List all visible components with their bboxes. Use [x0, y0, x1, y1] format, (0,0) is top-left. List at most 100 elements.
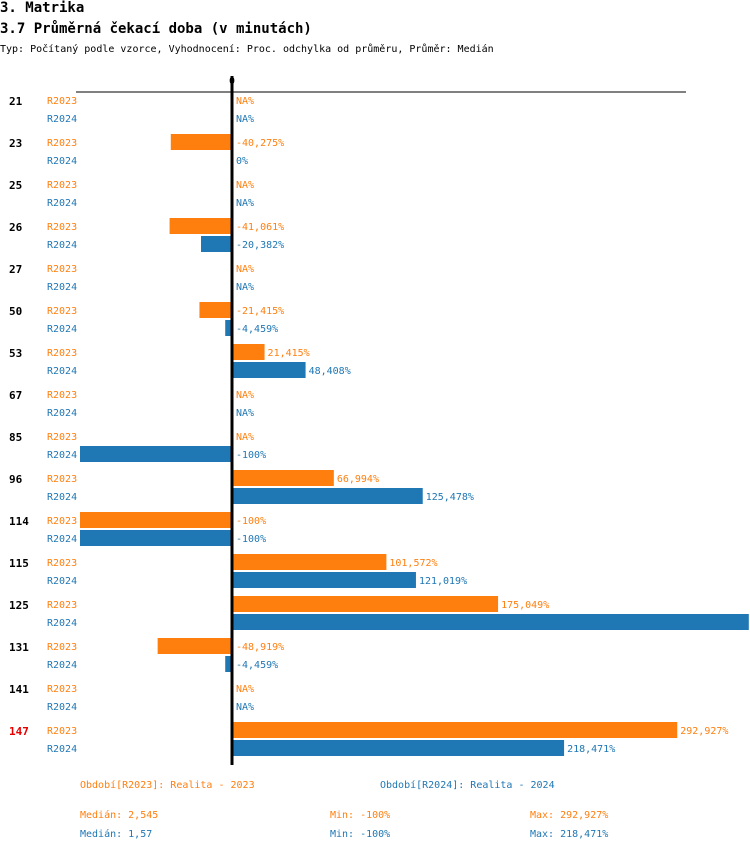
series-label: R2024 — [47, 576, 77, 587]
series-label: R2023 — [47, 138, 77, 149]
stat-median-r2024: Medián: 1,57 — [80, 829, 153, 840]
bar — [80, 446, 232, 462]
bar — [169, 218, 232, 234]
category-label: 114 — [9, 515, 29, 528]
bar — [232, 740, 565, 756]
series-label: R2023 — [47, 348, 77, 359]
data-label: 66,994% — [337, 474, 379, 485]
chart-title: 3.7 Průměrná čekací doba (v minutách) — [0, 21, 312, 37]
series-label: R2024 — [47, 450, 77, 461]
bar — [232, 596, 499, 612]
bar — [80, 512, 232, 528]
legend-r2024: Období[R2024]: Realita - 2024 — [380, 780, 555, 791]
series-label: R2023 — [47, 726, 77, 737]
bar — [199, 302, 232, 318]
data-label: NA% — [236, 282, 254, 293]
series-label: R2023 — [47, 516, 77, 527]
data-label: 175,049% — [501, 600, 549, 611]
bar — [170, 134, 232, 150]
series-label: R2024 — [47, 198, 77, 209]
series-label: R2023 — [47, 474, 77, 485]
bar — [232, 554, 387, 570]
category-label: 50 — [9, 305, 22, 318]
data-label: 48,408% — [309, 366, 351, 377]
series-label: R2023 — [47, 558, 77, 569]
bar — [232, 614, 749, 630]
bar — [232, 572, 416, 588]
bar — [232, 362, 306, 378]
data-label: -41,061% — [236, 222, 284, 233]
series-label: R2023 — [47, 96, 77, 107]
category-label: 125 — [9, 599, 29, 612]
data-label: -4,459% — [236, 660, 278, 671]
data-label: 0% — [236, 156, 248, 167]
series-label: R2024 — [47, 534, 77, 545]
series-label: R2023 — [47, 390, 77, 401]
bar — [232, 722, 678, 738]
series-label: R2023 — [47, 222, 77, 233]
section-heading: 3. Matrika — [0, 0, 85, 16]
data-label: -48,919% — [236, 642, 284, 653]
chart-subtitle: Typ: Počítaný podle vzorce, Vyhodnocení:… — [0, 44, 494, 55]
category-label: 115 — [9, 557, 29, 570]
series-label: R2023 — [47, 642, 77, 653]
series-label: R2024 — [47, 618, 77, 629]
stat-min-r2024: Min: -100% — [330, 829, 391, 840]
bar — [157, 638, 232, 654]
series-label: R2024 — [47, 660, 77, 671]
data-label: NA% — [236, 180, 254, 191]
bar — [232, 344, 265, 360]
data-label: 101,572% — [389, 558, 437, 569]
data-label: -100% — [236, 450, 266, 461]
data-label: 121,019% — [419, 576, 467, 587]
series-label: R2023 — [47, 306, 77, 317]
stat-max-r2023: Max: 292,927% — [530, 810, 609, 821]
legend-r2023: Období[R2023]: Realita - 2023 — [80, 780, 255, 791]
category-label: 85 — [9, 431, 22, 444]
data-label: 125,478% — [426, 492, 474, 503]
series-label: R2024 — [47, 744, 77, 755]
data-label: NA% — [236, 96, 254, 107]
data-label: -40,275% — [236, 138, 284, 149]
data-label: NA% — [236, 114, 254, 125]
bar — [80, 530, 232, 546]
data-label: 292,927% — [680, 726, 728, 737]
category-label: 67 — [9, 389, 22, 402]
series-label: R2024 — [47, 324, 77, 335]
category-label: 147 — [9, 725, 29, 738]
data-label: NA% — [236, 390, 254, 401]
data-label: NA% — [236, 684, 254, 695]
bar — [225, 320, 232, 336]
series-label: R2023 — [47, 600, 77, 611]
data-label: -21,415% — [236, 306, 284, 317]
data-label: -20,382% — [236, 240, 284, 251]
bar — [232, 488, 423, 504]
stat-median-r2023: Medián: 2,545 — [80, 810, 159, 821]
category-label: 27 — [9, 263, 22, 276]
category-label: 25 — [9, 179, 22, 192]
data-label: NA% — [236, 432, 254, 443]
category-label: 53 — [9, 347, 22, 360]
series-label: R2024 — [47, 408, 77, 419]
series-label: R2023 — [47, 684, 77, 695]
data-label: -100% — [236, 516, 266, 527]
bar — [232, 470, 334, 486]
category-label: 26 — [9, 221, 23, 234]
series-label: R2023 — [47, 432, 77, 443]
bar — [201, 236, 232, 252]
data-label: NA% — [236, 408, 254, 419]
series-label: R2023 — [47, 180, 77, 191]
series-label: R2024 — [47, 114, 77, 125]
category-label: 96 — [9, 473, 23, 486]
data-label: 218,471% — [567, 744, 615, 755]
data-label: NA% — [236, 264, 254, 275]
series-label: R2024 — [47, 702, 77, 713]
data-label: -4,459% — [236, 324, 278, 335]
data-label: NA% — [236, 198, 254, 209]
stat-max-r2024: Max: 218,471% — [530, 829, 609, 840]
data-label: 21,415% — [268, 348, 310, 359]
series-label: R2023 — [47, 264, 77, 275]
series-label: R2024 — [47, 156, 77, 167]
category-label: 131 — [9, 641, 29, 654]
series-label: R2024 — [47, 282, 77, 293]
